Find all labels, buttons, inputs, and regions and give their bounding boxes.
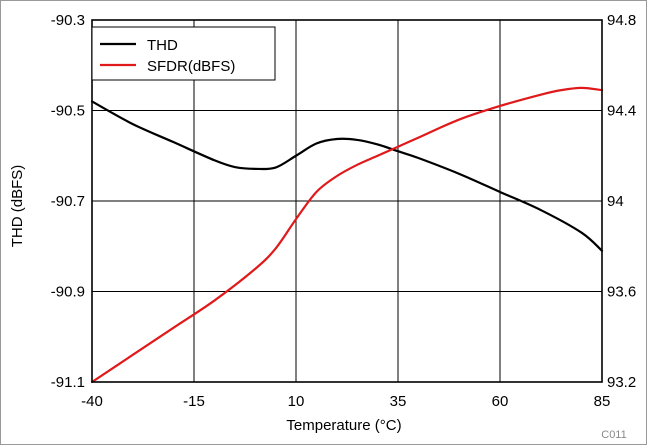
y-left-tick-label: -90.7 (51, 193, 85, 210)
y-left-tick-label: -90.3 (51, 12, 85, 29)
x-tick-label: 10 (288, 393, 305, 410)
y-right-tick-label: 93.2 (607, 374, 636, 391)
legend-box (91, 26, 276, 81)
series-lines (90, 86, 604, 384)
y-left-tick-label: -90.9 (51, 284, 85, 301)
legend-label-sfdr: SFDR(dBFS) (147, 58, 235, 75)
y-right-tick-label: 94.8 (607, 12, 636, 29)
legend: THD SFDR(dBFS) (91, 26, 276, 81)
plot-frame (91, 19, 603, 383)
x-axis-label: Temperature (°C) (286, 417, 401, 434)
y-right-tick-label: 93.6 (607, 284, 636, 301)
y-left-tick-label: -90.5 (51, 103, 85, 120)
series-line-thd (90, 100, 604, 252)
x-tick-label: 35 (390, 393, 407, 410)
x-tick-label: 60 (492, 393, 509, 410)
x-tick-label: -15 (183, 393, 205, 410)
y-left-tick-label: -91.1 (51, 374, 85, 391)
figure-code: C011 (601, 429, 626, 441)
x-tick-label: -40 (81, 393, 103, 410)
series-line-sfdr-dbfs (90, 86, 604, 384)
tick-labels: -40 -15 10 35 60 85 -90.3 -90.5 -90.7 -90.9 -91.1 9… (51, 12, 636, 410)
y-right-tick-label: 94 (607, 193, 624, 210)
legend-label-thd: THD (147, 37, 178, 54)
x-tick-label: 85 (594, 393, 611, 410)
y-axis-left-label: THD (dBFS) (9, 165, 26, 248)
y-right-tick-label: 94.4 (607, 103, 636, 120)
